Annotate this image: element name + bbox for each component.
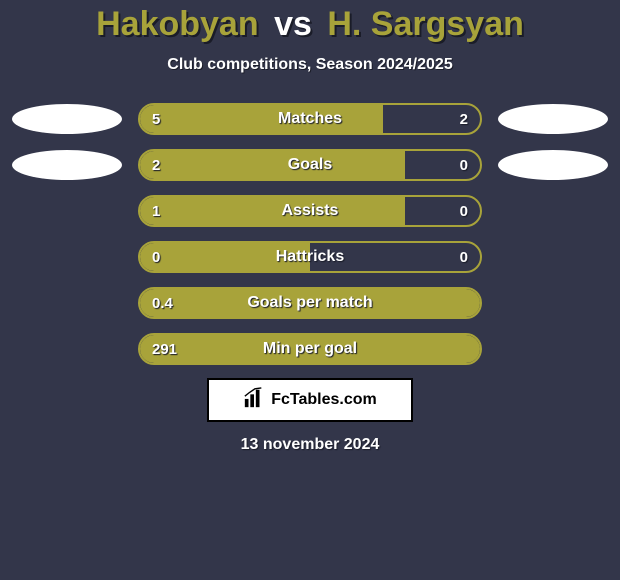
ellipse-spacer — [498, 196, 608, 226]
player1-name: Hakobyan — [96, 5, 259, 43]
chart-bars-icon — [243, 387, 265, 414]
stat-value-right: 0 — [460, 197, 468, 225]
ellipse-spacer — [12, 242, 122, 272]
ellipse-spacer — [498, 242, 608, 272]
ellipse-spacer — [12, 288, 122, 318]
stat-bar: 5Matches2 — [138, 103, 482, 135]
stat-bar: 1Assists0 — [138, 195, 482, 227]
badge-text: FcTables.com — [271, 391, 377, 409]
stat-bar: 0Hattricks0 — [138, 241, 482, 273]
date-label: 13 november 2024 — [0, 436, 620, 454]
stat-label: Matches — [140, 105, 480, 133]
stat-label: Hattricks — [140, 243, 480, 271]
player2-name: H. Sargsyan — [327, 5, 524, 43]
stat-row: 0Hattricks0 — [0, 240, 620, 274]
stat-bar: 0.4Goals per match — [138, 287, 482, 319]
stat-row: 5Matches2 — [0, 102, 620, 136]
ellipse-spacer — [12, 334, 122, 364]
stat-row: 1Assists0 — [0, 194, 620, 228]
player1-ellipse — [12, 104, 122, 134]
stat-bar: 291Min per goal — [138, 333, 482, 365]
stat-label: Min per goal — [140, 335, 480, 363]
stat-value-right: 0 — [460, 243, 468, 271]
comparison-title: Hakobyan vs H. Sargsyan — [0, 5, 620, 44]
ellipse-spacer — [12, 196, 122, 226]
subtitle: Club competitions, Season 2024/2025 — [0, 56, 620, 74]
stat-row: 0.4Goals per match — [0, 286, 620, 320]
stat-label: Assists — [140, 197, 480, 225]
player2-ellipse — [498, 104, 608, 134]
fctables-badge[interactable]: FcTables.com — [207, 378, 413, 422]
player2-ellipse — [498, 150, 608, 180]
stat-value-right: 0 — [460, 151, 468, 179]
ellipse-spacer — [498, 334, 608, 364]
player1-ellipse — [12, 150, 122, 180]
vs-label: vs — [274, 5, 312, 43]
stat-label: Goals per match — [140, 289, 480, 317]
stat-label: Goals — [140, 151, 480, 179]
stat-row: 2Goals0 — [0, 148, 620, 182]
stat-bar: 2Goals0 — [138, 149, 482, 181]
stat-row: 291Min per goal — [0, 332, 620, 366]
stats-list: 5Matches22Goals01Assists00Hattricks00.4G… — [0, 102, 620, 366]
ellipse-spacer — [498, 288, 608, 318]
stat-value-right: 2 — [460, 105, 468, 133]
